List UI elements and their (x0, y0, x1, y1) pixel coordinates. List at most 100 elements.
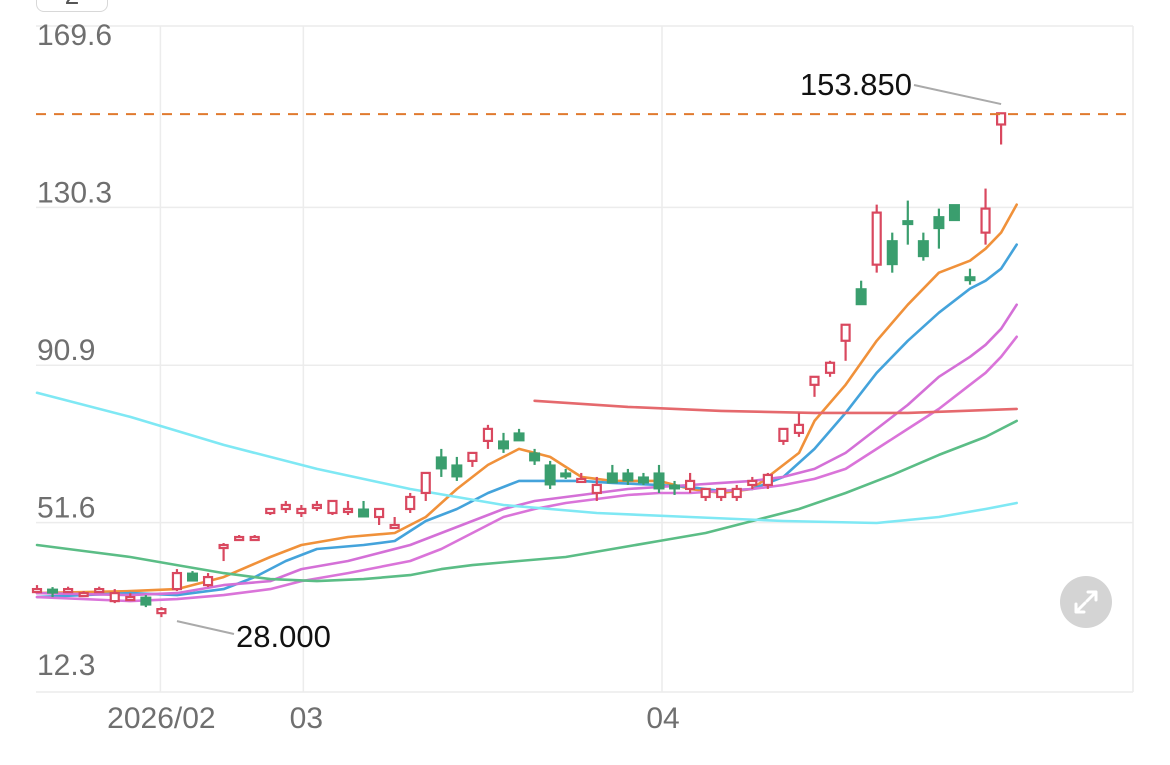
y-tick-label: 169.6 (37, 19, 112, 52)
candle (218, 543, 229, 562)
candle-body (234, 535, 245, 542)
candle (840, 323, 851, 361)
candle-body (47, 588, 59, 594)
candle-body (871, 211, 882, 266)
candle (995, 112, 1007, 145)
candle (716, 487, 727, 501)
candle (31, 585, 43, 594)
candle-body (62, 587, 74, 594)
high-leader-line (913, 84, 1002, 106)
candle-body (731, 487, 742, 499)
low-price-label: 28.000 (236, 619, 331, 654)
candle-body (218, 543, 229, 550)
ma-line-1 (35, 203, 1019, 595)
y-tick-label: 51.6 (37, 492, 95, 525)
candle (948, 204, 960, 222)
candle-body (700, 487, 711, 499)
candle-body (31, 587, 43, 594)
x-tick-label: 03 (290, 702, 323, 735)
ma-line-2 (35, 243, 1019, 599)
ma-line-5 (35, 419, 1019, 583)
candle-body (156, 608, 167, 615)
candle-body (684, 479, 696, 491)
candle (405, 492, 416, 513)
candle (513, 428, 525, 442)
candle (280, 500, 291, 513)
candle (560, 468, 572, 479)
candle-body (389, 523, 400, 530)
y-tick-label: 130.3 (37, 176, 112, 209)
candle (389, 516, 400, 530)
candle (964, 268, 976, 285)
candle-body (202, 575, 214, 587)
candle-body (716, 487, 727, 499)
candle (265, 507, 276, 515)
candle (420, 471, 431, 501)
candle (731, 484, 742, 501)
candle (700, 487, 711, 501)
candle-body (451, 464, 463, 478)
candle-body (653, 472, 665, 490)
candle-body (94, 587, 105, 594)
candle (234, 535, 245, 542)
timeframe-tab-label: 2 (65, 0, 79, 9)
y-tick-label: 12.3 (37, 649, 95, 682)
candle (606, 464, 618, 484)
candle (311, 500, 322, 511)
candle-body (886, 240, 898, 266)
candle (156, 607, 167, 618)
candle (94, 586, 105, 594)
ma-line-6 (533, 399, 1019, 415)
candle-body (374, 507, 385, 519)
candle-body (902, 220, 914, 226)
candle (296, 504, 307, 517)
candle (249, 535, 260, 542)
candle-body (498, 440, 509, 450)
candle-body (917, 240, 929, 258)
candle-body (980, 207, 991, 234)
candle-body (669, 484, 681, 490)
timeframe-tab[interactable]: 2 (36, 0, 108, 12)
candle-body (762, 473, 773, 487)
annotations: 153.850 28.000 (36, 67, 1133, 654)
candle-body (576, 477, 587, 484)
candle-body (78, 591, 89, 598)
candle-body (824, 361, 836, 374)
candle-body (778, 427, 789, 442)
candle-body (420, 471, 431, 495)
x-tick-label: 2026/02 (107, 702, 215, 735)
candle-body (622, 472, 634, 482)
candle (793, 412, 805, 437)
candle (109, 589, 120, 604)
y-tick-label: 90.9 (37, 334, 95, 367)
candle-body (125, 595, 136, 602)
candles (31, 112, 1007, 618)
candle (62, 586, 74, 594)
candle (653, 464, 665, 493)
candle (451, 456, 463, 481)
candle-body (140, 596, 152, 606)
candle-body (855, 288, 867, 306)
candle-body (809, 375, 820, 386)
candle (824, 360, 836, 377)
axis-labels: 169.6 130.3 90.9 51.6 12.3 2026/02 03 04 (37, 19, 680, 735)
candle (529, 448, 541, 465)
candle (498, 432, 509, 453)
moving-average-lines (35, 203, 1019, 603)
candle (684, 472, 696, 493)
candle (47, 587, 59, 598)
candle (187, 571, 198, 582)
candle-body (296, 507, 307, 515)
candle-body (933, 216, 945, 230)
candle-body (840, 323, 851, 342)
candle (358, 500, 370, 518)
candle-body (529, 452, 541, 462)
ma-line-7 (35, 391, 1019, 525)
candle (467, 451, 478, 467)
expand-chart-button[interactable] (1060, 576, 1112, 628)
candle-body (591, 483, 602, 495)
candle (855, 280, 867, 306)
candle-body (948, 204, 960, 222)
ma-line-4 (35, 335, 1019, 603)
